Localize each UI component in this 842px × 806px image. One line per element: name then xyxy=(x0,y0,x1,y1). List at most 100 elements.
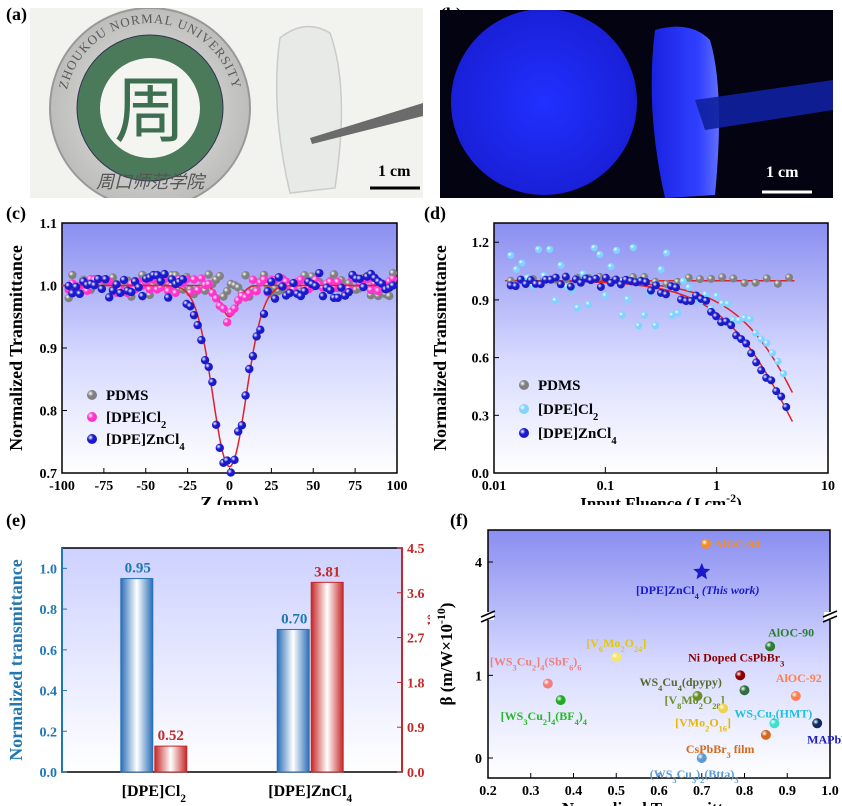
data-point-c xyxy=(178,275,188,284)
x-axis-label-c: Z (mm) xyxy=(200,493,258,505)
bar-label-transmittance: 0.95 xyxy=(125,561,151,577)
x-tick-label-f: 0.8 xyxy=(736,784,754,799)
data-point-d xyxy=(518,259,526,267)
axis-break-f xyxy=(482,612,494,620)
data-point-d xyxy=(752,358,761,367)
data-point-d xyxy=(747,349,756,358)
data-label-f: [DPE]ZnCl4 (This work) xyxy=(636,583,760,601)
data-point-d xyxy=(707,274,716,283)
x-tick-label-d: 0.01 xyxy=(482,479,507,494)
data-point-d xyxy=(646,286,655,295)
data-point-c xyxy=(329,270,339,279)
data-point-c xyxy=(234,427,243,436)
x-tick-label-f: 0.2 xyxy=(479,784,497,799)
data-point-c xyxy=(337,283,346,292)
data-point-c xyxy=(156,276,166,286)
data-point-c xyxy=(237,421,247,430)
data-point-c xyxy=(90,281,99,290)
data-point-d xyxy=(507,251,515,259)
photo-b-drawing xyxy=(440,10,833,198)
data-point-f xyxy=(739,685,750,696)
x-tick-label-c: 50 xyxy=(306,479,320,494)
y-tick-label-c: 0.8 xyxy=(40,405,58,420)
data-point-c xyxy=(138,291,147,301)
data-label-f: WS4Cu4(dpypy) xyxy=(639,675,721,693)
bar-beta xyxy=(154,745,188,773)
data-label-f: AlOC-90 xyxy=(768,625,814,639)
data-point-c xyxy=(355,274,365,284)
data-point-c xyxy=(318,291,328,301)
y-tick-label-c: 1.1 xyxy=(40,217,58,232)
legend-marker-d xyxy=(519,428,529,438)
data-point-d xyxy=(742,339,751,348)
x-tick-label-c: 0 xyxy=(226,479,233,494)
legend-label-c: [DPE]ZnCl4 xyxy=(106,432,185,453)
data-point-f xyxy=(812,718,823,729)
data-point-d xyxy=(596,282,605,291)
data-point-c xyxy=(263,287,272,296)
data-point-c xyxy=(208,377,217,387)
y-right-tick-label-e: 2.7 xyxy=(407,632,425,647)
legend-label-c: [DPE]Cl2 xyxy=(106,410,166,431)
data-point-c xyxy=(326,285,335,295)
data-point-c xyxy=(108,286,118,295)
data-point-d xyxy=(672,283,681,292)
data-point-c xyxy=(82,286,92,296)
legend-label-d: PDMS xyxy=(538,378,581,394)
data-label-f: [WS3Cu2]4(BF4)4 xyxy=(501,709,588,727)
y-left-axis-label-e: Normalized transmittance xyxy=(6,559,26,760)
plot-area-f xyxy=(487,529,831,779)
data-point-d xyxy=(601,291,609,300)
category-label-e: [DPE]Cl2 xyxy=(122,783,187,805)
data-point-d xyxy=(616,280,625,289)
x-tick-label-c: -75 xyxy=(95,479,114,494)
data-point-d xyxy=(511,282,520,291)
y-axis-label-c: Normalized Transmittance xyxy=(6,245,26,451)
x-tick-label-f: 0.9 xyxy=(779,784,797,799)
data-point-d xyxy=(657,265,665,274)
data-point-c xyxy=(71,282,81,292)
data-point-c xyxy=(285,288,294,298)
data-point-f xyxy=(718,703,729,714)
data-point-f xyxy=(701,538,712,549)
x-tick-label-f: 1.0 xyxy=(821,784,839,799)
y-left-tick-label-e: 0.4 xyxy=(40,685,58,700)
data-point-c xyxy=(274,273,283,282)
data-point-c xyxy=(93,274,103,284)
data-point-d xyxy=(782,403,791,412)
x-tick-label-d: 0.1 xyxy=(597,479,615,494)
data-point-d xyxy=(685,283,693,292)
data-point-d xyxy=(762,274,771,283)
plot-area-d xyxy=(493,222,829,474)
data-point-d xyxy=(607,262,615,271)
data-point-c xyxy=(215,271,224,281)
y-tick-label-d: 0.0 xyxy=(472,467,490,482)
data-point-d xyxy=(767,376,776,385)
data-point-d xyxy=(785,273,794,282)
data-label-f: WS₃Cu₂(HMT) xyxy=(734,706,812,720)
data-label-f: [V8Mo2O28] xyxy=(665,693,725,711)
y-axis-label-f: β (m/W×10-10) xyxy=(434,603,456,706)
data-point-c xyxy=(197,274,206,283)
data-point-c xyxy=(359,282,368,292)
x-axis-label-f: Normalized Transmittance xyxy=(562,799,757,806)
photo-a-drawing: 周 ZHOUKOU NORMAL UNIVERSITY 周口师范学院 xyxy=(30,8,423,198)
data-point-d xyxy=(556,280,565,289)
data-point-c xyxy=(97,284,107,294)
data-point-c xyxy=(64,281,73,291)
data-point-c xyxy=(204,280,213,289)
y-right-tick-label-e: 0.9 xyxy=(407,721,425,736)
data-point-d xyxy=(768,349,776,357)
data-point-d xyxy=(590,244,598,252)
data-label-f: [WS3Cu2]4(SbF6)6 xyxy=(490,655,582,673)
x-tick-label-c: -25 xyxy=(178,479,197,494)
data-point-c xyxy=(127,287,136,297)
legend-marker-c xyxy=(87,412,97,422)
axis-break-f xyxy=(824,612,836,620)
bar-label-transmittance: 0.70 xyxy=(281,611,307,627)
data-label-f: MAPbBr3 xyxy=(807,732,842,750)
data-point-c xyxy=(344,287,353,297)
data-point-c xyxy=(112,280,121,289)
bar-transmittance xyxy=(276,628,310,773)
coin-glyph: 周 xyxy=(114,72,186,152)
